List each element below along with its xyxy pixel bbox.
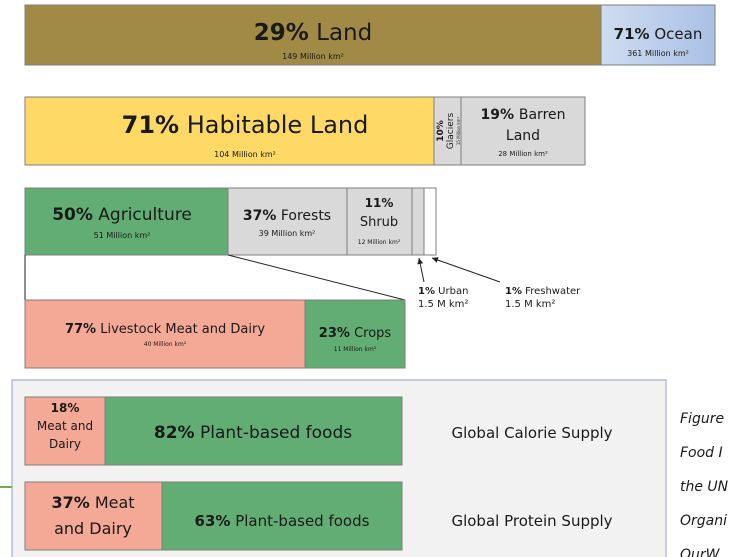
- caption-line: Food I: [680, 445, 723, 461]
- shrub-name: Shrub: [360, 215, 398, 230]
- caption-line: Figure: [680, 411, 724, 427]
- calorie-meat-box: [24, 396, 106, 466]
- caption: Figure Food I the UN Organi OurW: [680, 411, 729, 557]
- protein-title: Global Protein Supply: [451, 512, 612, 530]
- name: Ocean: [654, 25, 702, 43]
- land-label: 29% Land: [254, 20, 372, 46]
- caption-line: the UN: [680, 479, 729, 495]
- glaciers-label: 10% Glaciers 15 Million km²: [436, 113, 461, 150]
- freshwater-label: 1% Freshwater: [505, 286, 581, 297]
- name: Barren: [519, 107, 566, 123]
- livestock-label: 77% Livestock Meat and Dairy: [65, 322, 265, 337]
- calorie-meat-text: Meat and: [37, 419, 93, 433]
- shrub-area: 12 Million km²: [358, 239, 401, 246]
- crops-area: 11 Million km²: [334, 346, 377, 353]
- protein-plant-box: [161, 481, 403, 551]
- pct: 1%: [418, 286, 435, 297]
- name: Land: [316, 20, 372, 46]
- name: Plant-based foods: [235, 512, 369, 530]
- freshwater-box: [423, 187, 437, 256]
- agriculture-box: [24, 187, 229, 256]
- name: Freshwater: [525, 286, 581, 297]
- pct: 1%: [505, 286, 522, 297]
- pct: 63%: [195, 512, 231, 530]
- pct: 71%: [122, 111, 179, 139]
- name: Livestock Meat and Dairy: [100, 322, 265, 337]
- arrow: [431, 257, 501, 283]
- area: 15 Million km²: [456, 116, 461, 145]
- urban-box: [411, 187, 425, 256]
- pct: 82%: [154, 423, 195, 443]
- caption-line: OurW: [680, 547, 721, 557]
- crops-label: 23% Crops: [319, 326, 392, 341]
- caption-line: Organi: [680, 513, 727, 529]
- forests-area: 39 Million km²: [259, 229, 316, 238]
- crops-box: [304, 299, 406, 369]
- ocean-area: 361 Million km²: [627, 49, 689, 58]
- pct: 37%: [51, 493, 89, 512]
- name: Meat: [95, 493, 135, 512]
- habitable-area: 104 Million km²: [214, 150, 276, 159]
- arrow: [417, 257, 425, 283]
- protein-meat-box: [24, 481, 163, 551]
- habitable-box: [24, 96, 435, 166]
- habitable-label: 71% Habitable Land: [122, 111, 369, 139]
- pct: 29%: [254, 20, 309, 46]
- name: Plant-based foods: [200, 423, 352, 443]
- pct: 71%: [614, 25, 650, 43]
- agriculture-label: 50% Agriculture: [52, 205, 192, 225]
- pct: 10%: [436, 120, 446, 142]
- barren-label-2: Land: [506, 128, 540, 144]
- livestock-box: [24, 299, 306, 369]
- calorie-meat-pct: 18%: [51, 401, 80, 415]
- pct: 77%: [65, 322, 96, 337]
- barren-area: 28 Million km²: [498, 150, 548, 158]
- land-area: 149 Million km²: [282, 52, 344, 61]
- urban-area: 1.5 M km²: [418, 299, 468, 310]
- urban-label: 1% Urban: [418, 286, 468, 297]
- protein-plant-label: 63% Plant-based foods: [195, 512, 370, 530]
- ocean-box: [600, 4, 716, 66]
- calorie-meat-text: Dairy: [49, 437, 81, 451]
- calorie-plant-box: [104, 396, 403, 466]
- pct: 37%: [243, 208, 277, 224]
- ocean-label: 71% Ocean: [614, 25, 703, 43]
- calorie-plant-label: 82% Plant-based foods: [154, 423, 352, 443]
- pct: 19%: [480, 107, 514, 123]
- freshwater-area: 1.5 M km²: [505, 299, 555, 310]
- name: Agriculture: [98, 205, 192, 225]
- land-box: [24, 4, 602, 66]
- name: Forests: [281, 208, 331, 224]
- connector: [227, 254, 406, 301]
- protein-meat-label: 37% Meat: [51, 493, 134, 512]
- forests-label: 37% Forests: [243, 208, 331, 224]
- name: Crops: [354, 326, 391, 341]
- agriculture-area: 51 Million km²: [94, 231, 151, 240]
- protein-meat-text: and Dairy: [54, 519, 132, 538]
- name: Glaciers: [446, 113, 456, 150]
- calorie-title: Global Calorie Supply: [451, 424, 612, 442]
- shrub-pct: 11%: [365, 196, 394, 210]
- barren-box: [460, 96, 586, 166]
- name: Habitable Land: [187, 111, 369, 139]
- barren-label: 19% Barren: [480, 107, 565, 123]
- pct: 23%: [319, 326, 350, 341]
- pct: 50%: [52, 205, 93, 225]
- livestock-area: 40 Million km²: [144, 341, 187, 348]
- name: Urban: [438, 286, 468, 297]
